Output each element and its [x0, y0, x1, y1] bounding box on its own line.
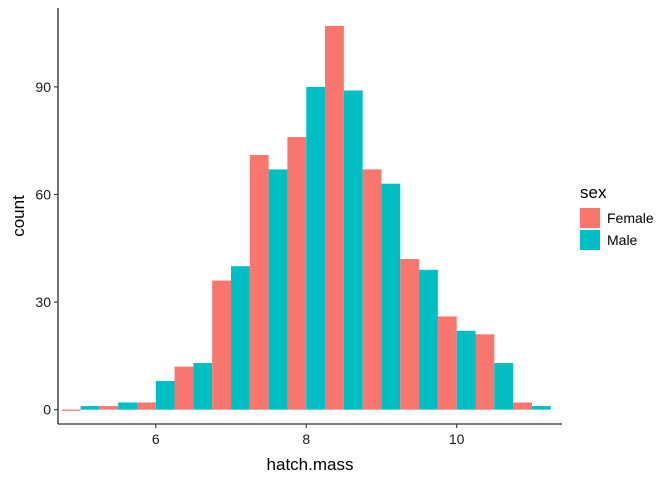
bar-male-0 — [80, 406, 100, 410]
bars-layer — [61, 25, 551, 411]
axes-layer — [57, 8, 562, 425]
x-ticks: 6 8 10 — [152, 424, 465, 447]
bar-male-4 — [231, 266, 250, 410]
bar-male-10 — [456, 330, 476, 410]
bar-female-10 — [437, 316, 457, 410]
bar-male-5 — [268, 169, 288, 410]
y-axis-title: count — [9, 195, 28, 237]
legend: sex Female Male — [580, 183, 654, 250]
bar-male-7 — [343, 90, 363, 410]
bar-male-1 — [118, 402, 137, 410]
y-tick-label-0: 0 — [43, 402, 51, 418]
x-tick-label-10: 10 — [449, 431, 465, 447]
bar-female-11 — [475, 334, 495, 410]
bar-female-8 — [362, 169, 382, 410]
x-tick-label-6: 6 — [152, 431, 160, 447]
bar-male-9 — [419, 269, 438, 410]
y-ticks: 0 30 60 90 — [35, 79, 58, 418]
legend-key-male — [580, 230, 600, 250]
bar-male-8 — [381, 183, 401, 410]
x-tick-label-8: 8 — [302, 431, 310, 447]
y-tick-label-60: 60 — [35, 186, 51, 202]
x-axis-title: hatch.mass — [267, 455, 354, 474]
bar-female-7 — [325, 25, 344, 410]
bar-female-1 — [99, 406, 119, 410]
bar-female-2 — [136, 402, 156, 410]
bar-male-2 — [155, 380, 175, 410]
bar-female-3 — [174, 366, 194, 410]
bar-female-9 — [400, 259, 420, 410]
bar-male-11 — [494, 363, 514, 410]
bar-male-12 — [531, 406, 551, 410]
bar-female-4 — [212, 280, 232, 410]
legend-title: sex — [580, 183, 607, 202]
legend-label-female: Female — [607, 210, 654, 226]
legend-key-female — [580, 208, 600, 228]
bar-female-5 — [249, 155, 269, 410]
bar-female-6 — [287, 137, 307, 410]
bar-female-0 — [61, 409, 81, 411]
y-tick-label-30: 30 — [35, 294, 51, 310]
bar-male-6 — [306, 86, 326, 410]
y-tick-label-90: 90 — [35, 79, 51, 95]
legend-label-male: Male — [607, 232, 638, 248]
bar-female-12 — [513, 402, 532, 410]
bar-male-3 — [193, 363, 213, 410]
